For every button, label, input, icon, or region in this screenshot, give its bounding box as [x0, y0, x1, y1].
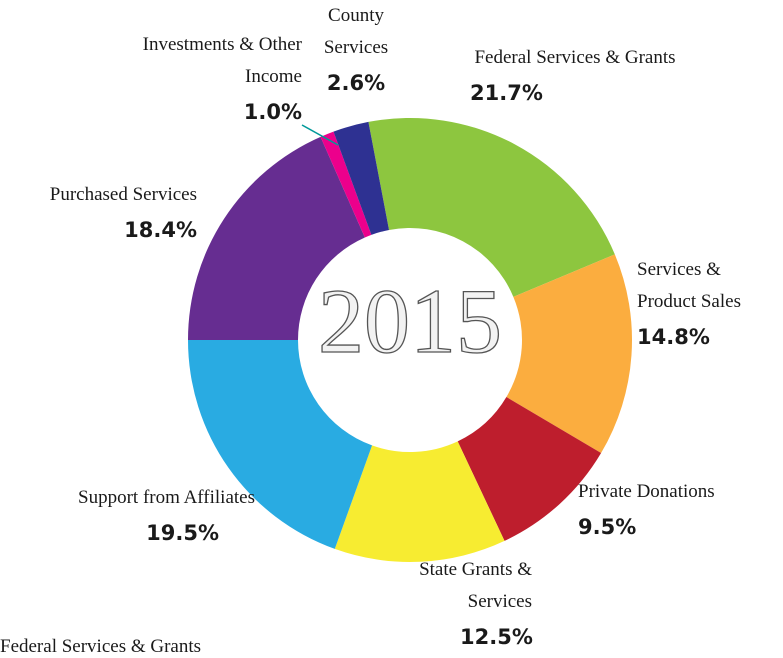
category-name: County Services — [323, 5, 389, 58]
donut-segment — [334, 441, 505, 562]
donut-segment — [188, 136, 365, 340]
category-name: Federal Services & Grants — [474, 47, 676, 68]
segment-label: Services & Product Sales 14.8% — [637, 254, 777, 352]
value-label: 2.6% — [326, 71, 386, 95]
value-label: 18.4% — [124, 218, 197, 242]
donut-segment — [506, 254, 632, 454]
category-name: Investments & Other Income — [142, 34, 302, 87]
category-name: Support from Affiliates — [78, 487, 255, 508]
category-name: Services & Product Sales — [637, 259, 741, 312]
category-name: State Grants & Services — [419, 559, 532, 612]
value-label: 1.0% — [243, 100, 302, 124]
donut-segment — [320, 131, 372, 238]
value-label: 9.5% — [578, 515, 637, 539]
center-title: 2015 — [318, 270, 502, 372]
segment-label: County Services 2.6% — [300, 0, 412, 98]
donut-segment — [333, 121, 390, 235]
leader-line — [301, 124, 339, 146]
donut-segment — [457, 397, 602, 541]
category-name: Purchased Services — [49, 184, 197, 205]
segment-label: Investments & Other Income 1.0% — [140, 29, 302, 127]
value-label: 19.5% — [146, 521, 219, 545]
segment-label: Private Donations 9.5% — [578, 476, 778, 542]
segment-label: State Grants & Services 12.5% — [380, 554, 533, 652]
segment-label: Federal Services & Grants 21.7% — [440, 42, 710, 108]
value-label: 12.5% — [460, 625, 533, 649]
donut-segment — [368, 117, 615, 297]
segment-label: Support from Affiliates 19.5% — [10, 482, 255, 548]
donut-segment — [188, 340, 373, 549]
segment-label: Purchased Services 18.4% — [0, 179, 197, 245]
footer-label: Federal Services & Grants — [0, 636, 202, 657]
value-label: 14.8% — [637, 325, 710, 349]
value-label: 21.7% — [470, 81, 543, 105]
category-name: Private Donations — [578, 481, 715, 502]
